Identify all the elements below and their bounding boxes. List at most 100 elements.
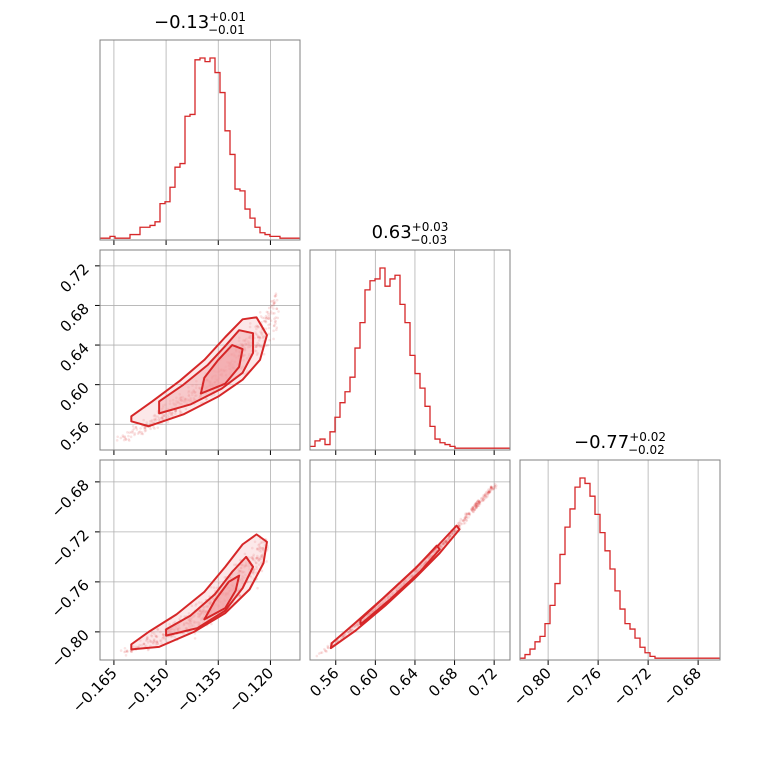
sample-point (272, 329, 275, 332)
sample-point (127, 435, 130, 438)
y-tick-label-2-3: −0.68 (48, 476, 93, 521)
sample-point (487, 491, 490, 494)
panel-content-2-1 (316, 483, 498, 657)
sample-point (275, 329, 278, 332)
sample-point (466, 513, 469, 516)
sample-point (256, 587, 259, 590)
sample-point (152, 426, 155, 429)
sample-point (130, 436, 133, 439)
sample-point (273, 312, 276, 315)
sample-point (194, 637, 197, 640)
sample-point (167, 421, 170, 424)
panel-frame-2-1 (310, 460, 510, 660)
sample-point (133, 428, 136, 431)
x-tick-label-1-0: 0.56 (306, 664, 342, 700)
x-tick-label-2-2: −0.72 (610, 664, 655, 709)
sample-point (484, 497, 487, 500)
sample-point (123, 439, 126, 442)
x-tick-label-2-3: −0.68 (660, 664, 705, 709)
sample-point (276, 317, 279, 320)
sample-point (267, 311, 270, 314)
sample-point (145, 429, 148, 432)
x-tick-label-2-1: −0.76 (560, 664, 605, 709)
x-tick-label-0-3: −0.120 (225, 664, 277, 716)
sample-point (139, 427, 142, 430)
sample-point (270, 300, 273, 303)
sample-point (462, 520, 465, 523)
contour-level-1 (360, 546, 439, 625)
sample-point (268, 327, 271, 330)
panel-title-2: −0.77+0.02 −0.02 (574, 430, 666, 457)
sample-point (132, 425, 135, 428)
sample-point (316, 655, 319, 658)
sample-point (275, 326, 278, 329)
sample-point (484, 494, 487, 497)
sample-point (265, 328, 268, 331)
sample-point (464, 516, 467, 519)
x-tick-label-1-2: 0.64 (385, 664, 421, 700)
sample-point (116, 439, 119, 442)
panel-frame-1-0 (100, 250, 300, 450)
sample-point (120, 649, 123, 652)
sample-point (458, 522, 461, 525)
sample-point (260, 315, 263, 318)
sample-point (273, 317, 276, 320)
y-tick-label-1-0: 0.56 (56, 418, 92, 454)
sample-point (266, 316, 269, 319)
x-tick-label-0-2: −0.135 (173, 664, 225, 716)
x-tick-label-1-4: 0.72 (465, 664, 501, 700)
sample-point (140, 431, 143, 434)
sample-point (494, 485, 497, 488)
sample-point (122, 436, 125, 439)
sample-point (269, 323, 272, 326)
sample-point (273, 299, 276, 302)
y-tick-label-1-1: 0.60 (56, 379, 92, 415)
sample-point (128, 439, 131, 442)
sample-point (274, 320, 277, 323)
sample-point (276, 299, 279, 302)
sample-point (272, 307, 275, 310)
sample-point (321, 651, 324, 654)
sample-point (265, 321, 268, 324)
sample-point (135, 426, 138, 429)
histogram-step-0 (100, 58, 300, 238)
panel-frame-0-0 (100, 40, 300, 240)
x-tick-label-1-1: 0.60 (346, 664, 382, 700)
sample-point (124, 647, 127, 650)
sample-point (265, 560, 268, 563)
sample-point (273, 325, 276, 328)
sample-point (490, 485, 493, 488)
panel-title-1: 0.63+0.03 −0.03 (372, 220, 449, 247)
sample-point (116, 435, 119, 438)
sample-point (465, 519, 468, 522)
sample-point (263, 353, 266, 356)
sample-point (276, 307, 279, 310)
sample-point (275, 294, 278, 297)
x-tick-label-2-0: −0.80 (510, 664, 555, 709)
sample-point (133, 434, 136, 437)
sample-point (270, 319, 273, 322)
sample-point (156, 426, 159, 429)
sample-point (137, 432, 140, 435)
y-tick-label-2-1: −0.76 (48, 576, 93, 621)
sample-point (268, 333, 271, 336)
sample-point (125, 654, 128, 657)
panel-content-2-0 (120, 534, 269, 656)
sample-point (476, 504, 479, 507)
sample-point (269, 312, 272, 315)
panel-frame-2-2 (520, 460, 720, 660)
y-tick-label-1-3: 0.68 (56, 300, 92, 336)
sample-point (324, 649, 327, 652)
sample-point (326, 645, 329, 648)
y-tick-label-2-0: −0.80 (48, 626, 93, 671)
sample-point (272, 304, 275, 307)
histogram-step-1 (310, 268, 510, 448)
y-tick-label-2-2: −0.72 (48, 526, 93, 571)
x-tick-label-1-3: 0.68 (425, 664, 461, 700)
sample-point (259, 311, 262, 314)
sample-point (130, 431, 133, 434)
x-tick-label-0-1: −0.150 (121, 664, 173, 716)
sample-point (474, 509, 477, 512)
y-tick-label-1-4: 0.72 (56, 260, 92, 296)
sample-point (462, 522, 465, 525)
